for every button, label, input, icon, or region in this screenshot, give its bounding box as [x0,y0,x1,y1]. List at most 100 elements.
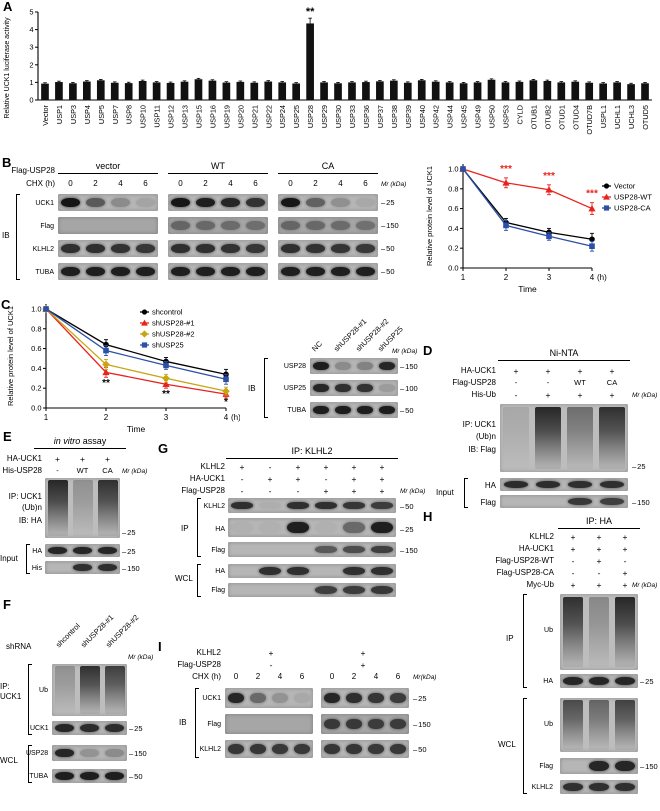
svg-text:USP38: USP38 [390,105,399,128]
condition-label: His-USP28 [2,466,42,475]
marker-150: 150 [400,546,418,555]
cell-value: - [571,568,575,578]
cell-value: + [351,474,357,484]
svg-text:*: * [224,397,228,408]
cell-value: - [240,474,244,484]
blot-lane [95,478,120,538]
blot-lane [45,561,70,574]
blot-lane [365,740,387,758]
protein-band [323,744,341,754]
marker-150: 150 [381,221,399,230]
blot-lane [269,740,291,758]
protein-band [343,586,365,594]
marker-150: 150 [632,498,650,507]
blot-lane [58,217,83,234]
blot-lane [218,194,243,211]
blot-lane [102,664,127,716]
blot-row-label: UCK1 [30,725,49,732]
blot-lane [500,495,532,508]
protein-band [293,692,311,704]
condition-label: Flag-USP28 [452,378,496,387]
svg-text:USP22: USP22 [264,105,273,128]
svg-text:USP50: USP50 [488,105,497,128]
cell-value: WT [76,466,89,475]
input-his-blot [45,561,120,574]
cell-value: 0 [329,672,335,681]
blot-tuba-wt [168,263,268,280]
svg-text:USP44: USP44 [446,105,455,128]
ib-label: IB [248,384,256,393]
protein-band [287,501,309,510]
blot-lane [95,561,120,574]
protein-band [323,692,341,704]
cell-value: + [596,532,602,542]
protein-band [599,481,625,488]
input-ha-blot [500,478,628,491]
protein-band [111,198,130,207]
svg-text:USP16: USP16 [208,105,217,128]
protein-band [567,481,593,488]
svg-text:USP8: USP8 [125,105,134,124]
marker-25: 25 [632,462,645,471]
blot-lane [354,358,376,374]
wcl-ub-smear-blot [560,698,638,752]
protein-band [378,361,396,371]
blot-lane [52,769,77,783]
svg-text:USP36: USP36 [362,105,371,128]
cell-value: CA [606,378,618,387]
blot-lane [340,583,368,597]
protein-band [371,501,393,510]
blot-lane [368,564,396,578]
svg-text:2: 2 [504,273,509,282]
protein-band [111,244,130,253]
blot-lane [368,542,396,557]
protein-band [246,267,265,276]
condition-cells: + + + [560,580,638,590]
cell-value: - [571,556,575,566]
blot-row-label: TUBA [287,407,306,414]
cell-value: WT [574,378,586,387]
cell-value: + [570,532,576,542]
svg-text:USP42: USP42 [432,105,441,128]
ib-flag-group1 [225,714,313,734]
blot-lane [284,583,312,597]
lane-header-nc: NC [309,339,324,354]
svg-text:0.4: 0.4 [31,364,41,373]
panel-e: E in vitro assay HA-UCK1 + + + His-USP28 -… [0,430,158,580]
protein-band [259,522,280,533]
cell-value: + [596,556,602,566]
cell-value: + [622,580,628,590]
cell-value: - [324,474,328,484]
protein-band [259,567,281,575]
svg-text:USP40: USP40 [418,105,427,128]
protein-band [136,198,155,207]
protein-band [334,361,352,371]
blot-klhl2-ca [278,240,378,257]
blot-lane [278,263,303,280]
mr-kda-label: Mr (kDa) [128,654,154,661]
panel-f-letter: F [3,597,11,612]
protein-band [171,267,190,276]
blot-lane [284,518,312,537]
blot-row-label: HA [215,568,225,575]
protein-band [315,586,337,594]
cell-value: + [360,648,366,658]
svg-text:USP33: USP33 [348,105,357,128]
blot-lane [83,217,108,234]
blot-lane [321,740,343,758]
protein-band [287,567,309,575]
blot-lane [312,583,340,597]
ni-nta-title: Ni-NTA [549,348,579,358]
ip-bracket [523,594,527,688]
protein-band [55,748,74,758]
protein-band [306,198,325,207]
cell-value: - [240,486,244,496]
svg-text:USP49: USP49 [474,105,483,128]
svg-text:Vector: Vector [41,104,50,125]
cell-value: + [351,462,357,472]
svg-text:0.4: 0.4 [448,224,458,233]
chx-label: CHX (h) [26,179,55,188]
blot-row-label: USP25 [283,385,306,392]
blot-lane [310,380,332,396]
cell-value: + [295,462,301,472]
